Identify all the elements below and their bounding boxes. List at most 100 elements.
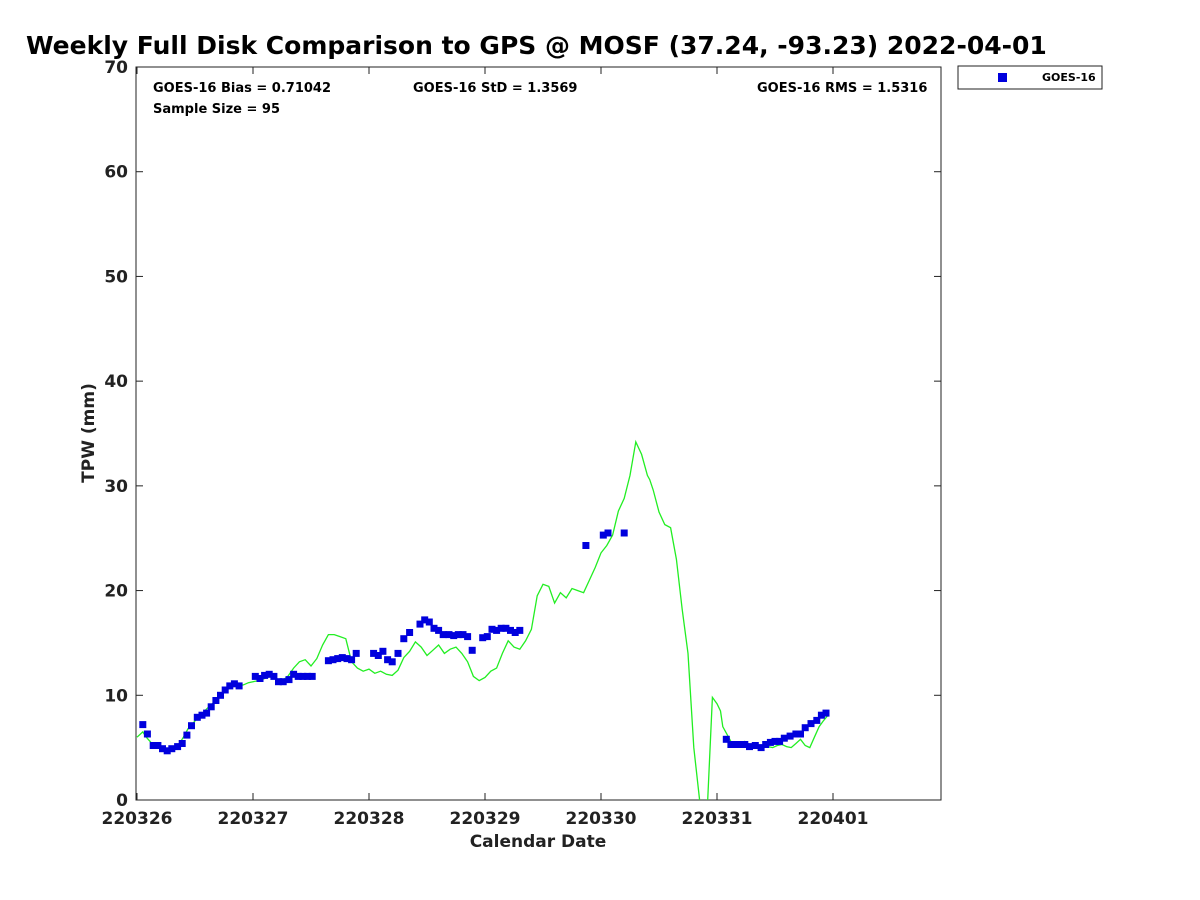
x-tick-label: 220327 [218, 809, 289, 829]
plot-frame [135, 66, 942, 801]
goes16-point [822, 709, 830, 717]
goes16-point [807, 720, 815, 728]
goes16-point [193, 713, 201, 721]
goes16-point [425, 618, 433, 626]
goes16-point [776, 737, 784, 745]
goes16-point [511, 629, 519, 636]
goes16-point [178, 740, 186, 747]
goes16-point [406, 629, 414, 636]
y-axis-label: TPW (mm) [79, 383, 99, 483]
goes16-point [334, 655, 342, 663]
sample-size-stat: Sample Size = 95 [153, 102, 280, 117]
goes16-point [502, 624, 510, 632]
legend: GOES-16 [957, 65, 1103, 90]
rms-stat: GOES-16 RMS = 1.5316 [757, 81, 927, 96]
goes16-point [400, 635, 408, 643]
goes16-point [771, 737, 779, 745]
goes16-point [421, 616, 429, 624]
goes16-point [582, 542, 590, 549]
x-tick-label: 220328 [334, 809, 405, 829]
goes16-point [516, 626, 524, 634]
goes16-point [468, 646, 476, 654]
goes16-point [183, 731, 191, 739]
goes16-point [813, 716, 821, 724]
goes16-point [488, 625, 496, 633]
goes16-point [454, 631, 462, 639]
goes16-point [736, 741, 744, 748]
goes16-point [294, 672, 302, 680]
goes16-point [275, 678, 282, 686]
goes16-point [722, 735, 730, 743]
goes16-point [235, 682, 243, 690]
goes16-point [230, 680, 238, 688]
goes16-point [479, 634, 487, 642]
y-tick-label: 20 [104, 582, 128, 602]
goes16-point [780, 734, 788, 742]
goes16-point [497, 624, 505, 632]
y-axis: 0 10 20 30 40 50 60 70 [104, 58, 941, 811]
goes16-point [445, 631, 453, 639]
goes16-point [817, 711, 825, 719]
goes16-point [154, 742, 162, 749]
std-stat: GOES-16 StD = 1.3569 [413, 81, 577, 96]
x-tick-label: 220331 [682, 809, 753, 829]
goes16-point [226, 682, 234, 690]
goes16-point [159, 745, 166, 753]
goes16-point [394, 649, 402, 657]
x-tick-label: 220329 [450, 809, 521, 829]
y-tick-label: 70 [104, 58, 128, 78]
goes16-point [221, 686, 229, 694]
goes16-point [139, 721, 147, 729]
goes16-point [766, 738, 774, 746]
goes16-point [168, 745, 176, 753]
goes16-point [188, 722, 195, 730]
goes16-point [163, 747, 171, 755]
goes16-point [732, 741, 740, 748]
goes16-point [620, 529, 628, 537]
goes16-point [285, 676, 293, 684]
goes16-point [379, 647, 387, 655]
goes16-point [343, 655, 351, 663]
goes16-point [374, 652, 382, 659]
goes16-point [430, 624, 438, 632]
goes16-point [338, 654, 346, 662]
goes16-point [198, 711, 206, 719]
goes16-point [464, 633, 472, 641]
goes16-point [786, 732, 794, 740]
y-tick-label: 40 [104, 372, 128, 392]
y-tick-label: 50 [104, 267, 128, 287]
y-tick-label: 10 [104, 686, 128, 706]
goes16-point [251, 672, 259, 680]
gps-line-series [136, 439, 828, 801]
goes16-point [265, 670, 273, 678]
goes16-point [384, 656, 392, 664]
goes16-point [212, 697, 220, 704]
goes16-point [797, 730, 804, 738]
x-axis-label: Calendar Date [470, 832, 607, 852]
x-tick-label: 220326 [102, 809, 173, 829]
goes16-point [143, 730, 151, 738]
x-tick-label: 220401 [798, 809, 869, 829]
goes16-point [599, 531, 607, 539]
goes16-point [388, 658, 396, 666]
legend-goes16-marker [998, 73, 1007, 82]
legend-goes16-label: GOES-16 [1042, 71, 1096, 84]
goes16-point [801, 724, 809, 732]
goes16-point [270, 672, 278, 680]
x-tick-label: 220330 [566, 809, 637, 829]
goes16-point [604, 529, 612, 537]
goes16-point [370, 649, 378, 657]
goes16-point [459, 631, 467, 639]
goes16-point [762, 741, 770, 748]
goes16-point [203, 709, 211, 717]
goes16-point [751, 742, 759, 749]
goes16-point [261, 671, 269, 679]
y-tick-label: 30 [104, 477, 128, 497]
x-axis: 220326 220327 220328 220329 220330 220331 2204… [102, 67, 869, 829]
goes16-point [352, 649, 360, 657]
bias-stat: GOES-16 Bias = 0.71042 [153, 81, 331, 96]
goes16-point [348, 656, 356, 664]
goes16-point [483, 633, 491, 641]
goes16-point [507, 626, 514, 634]
goes16-point [299, 672, 307, 680]
